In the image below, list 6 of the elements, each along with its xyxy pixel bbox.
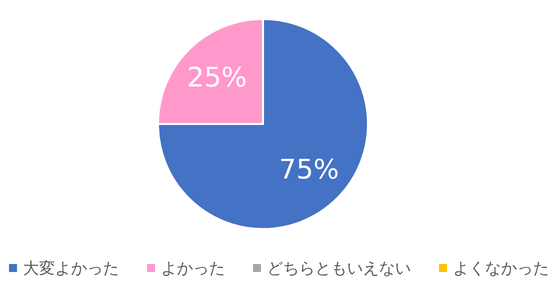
legend-label: よかった	[161, 258, 225, 278]
data-label: 75%	[279, 154, 340, 186]
legend-label: どちらともいえない	[267, 258, 411, 278]
legend-label: よくなかった	[453, 258, 549, 278]
data-label: 25%	[186, 62, 247, 94]
legend-label: 大変よかった	[23, 258, 119, 278]
